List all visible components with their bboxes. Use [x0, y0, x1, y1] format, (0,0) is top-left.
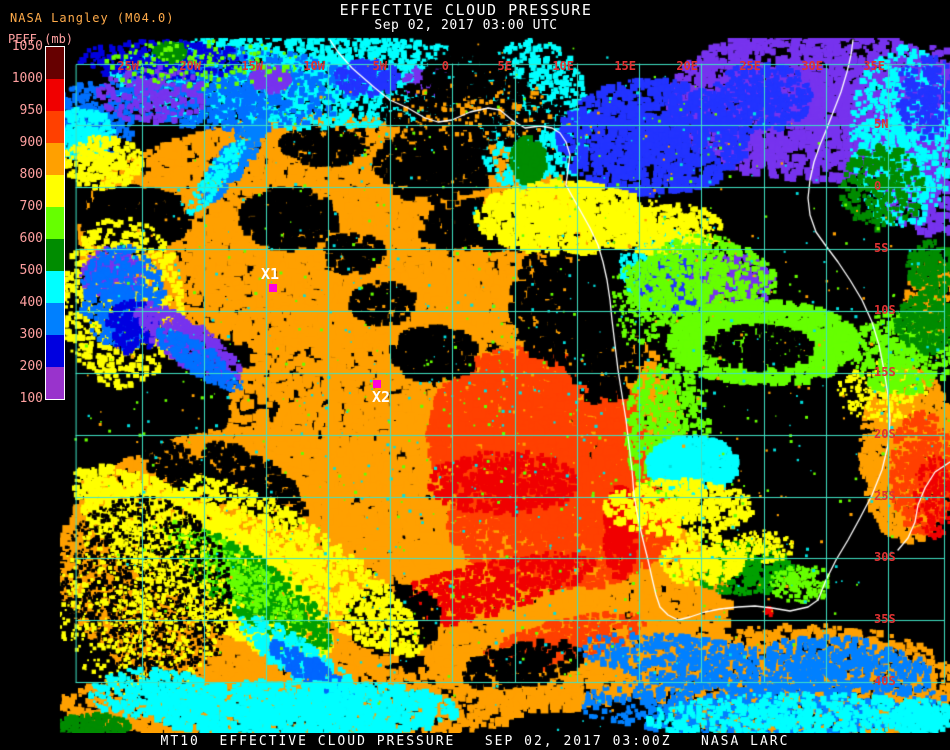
colorbar-block-600 [46, 239, 64, 271]
colorbar-tick-1000: 1000 [11, 71, 43, 86]
lat-label-20S: 20S [874, 427, 896, 441]
colorbar-block-400 [46, 303, 64, 335]
lat-label-35S: 35S [874, 612, 896, 626]
title-block: EFFECTIVE CLOUD PRESSURE Sep 02, 2017 03… [0, 2, 932, 33]
lon-label-15W: 15W [241, 59, 263, 73]
colorbar-block-950 [46, 111, 64, 143]
colorbar-tick-500: 500 [19, 263, 43, 278]
lat-label-40S: 40S [874, 674, 896, 688]
marker-square-X1 [269, 284, 277, 292]
marker-label-X2: X2 [372, 388, 391, 406]
page-title: EFFECTIVE CLOUD PRESSURE [339, 1, 593, 19]
lon-label-5W: 5W [372, 59, 387, 73]
colorbar-block-200 [46, 367, 64, 399]
colorbar-tick-300: 300 [19, 327, 43, 342]
colorbar-tick-1050: 1050 [11, 39, 43, 54]
page-subtitle: Sep 02, 2017 03:00 UTC [374, 18, 558, 33]
lat-label-30S: 30S [874, 550, 896, 564]
colorbar-block-700 [46, 207, 64, 239]
lon-label-10W: 10W [303, 59, 325, 73]
colorbar-tick-400: 400 [19, 295, 43, 310]
colorbar-block-900 [46, 143, 64, 175]
lon-label-10E: 10E [552, 59, 574, 73]
colorbar-block-500 [46, 271, 64, 303]
colorbar-tick-950: 950 [19, 103, 43, 118]
colorbar-tick-900: 900 [19, 135, 43, 150]
lat-label-25S: 25S [874, 489, 896, 503]
lon-label-20W: 20W [179, 59, 201, 73]
agency-label: NASA Langley (M04.0) [10, 11, 175, 25]
status-bar: MT10 EFFECTIVE CLOUD PRESSURE SEP 02, 20… [0, 733, 950, 750]
colorbar-block-1000 [46, 79, 64, 111]
colorbar-block-1050 [46, 47, 64, 79]
lat-label-0: 0 [874, 179, 882, 193]
colorbar-tick-100: 100 [19, 391, 43, 406]
marker-square-X2 [373, 380, 381, 388]
lat-label-5S: 5S [874, 241, 889, 255]
lon-label-25W: 25W [117, 59, 139, 73]
lon-label-35E: 35E [863, 59, 885, 73]
lon-label-25E: 25E [739, 59, 761, 73]
colorbar-block-300 [46, 335, 64, 367]
colorbar-tick-200: 200 [19, 359, 43, 374]
lat-label-5N: 5N [874, 117, 889, 131]
colorbar-tick-700: 700 [19, 199, 43, 214]
lon-label-0: 0 [441, 59, 449, 73]
colorbar [45, 46, 65, 400]
lat-label-15S: 15S [874, 365, 896, 379]
colorbar-tick-600: 600 [19, 231, 43, 246]
lon-label-5E: 5E [497, 59, 512, 73]
colorbar-block-800 [46, 175, 64, 207]
lon-label-20E: 20E [676, 59, 698, 73]
marker-label-X1: X1 [261, 265, 280, 283]
colorbar-title: PEFF (mb) [8, 32, 74, 46]
colorbar-tick-800: 800 [19, 167, 43, 182]
lon-label-15E: 15E [614, 59, 636, 73]
lat-label-10S: 10S [874, 303, 896, 317]
lon-label-30E: 30E [801, 59, 823, 73]
